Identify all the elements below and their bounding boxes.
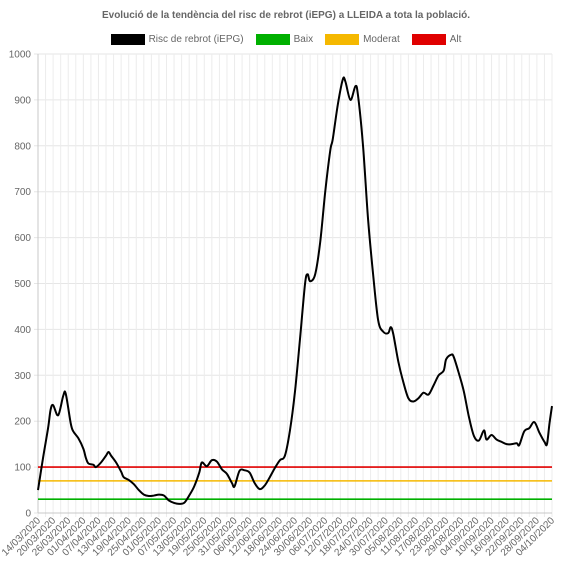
legend-item-moderat[interactable]: Moderat <box>325 34 400 45</box>
y-tick-label: 600 <box>14 233 31 244</box>
legend-item-alt[interactable]: Alt <box>411 34 462 45</box>
legend-label-baix: Baix <box>293 34 314 45</box>
y-tick-label: 400 <box>14 325 31 336</box>
y-tick-label: 800 <box>14 141 31 152</box>
y-tick-label: 200 <box>14 417 31 428</box>
y-tick-label: 900 <box>14 95 31 106</box>
y-tick-label: 100 <box>14 463 31 474</box>
y-tick-label: 1000 <box>9 50 32 61</box>
chart-title: Evolució de la tendència del risc de reb… <box>101 10 471 21</box>
legend-item-baix[interactable]: Baix <box>255 34 314 45</box>
legend: Risc de rebrot (iEPG) Baix Moderat Alt <box>0 34 572 45</box>
legend-label-alt: Alt <box>449 34 462 45</box>
y-tick-label: 500 <box>14 279 31 290</box>
legend-swatch-risc <box>110 34 145 45</box>
legend-swatch-alt <box>411 34 446 45</box>
y-tick-label: 300 <box>14 371 31 382</box>
legend-swatch-moderat <box>325 34 360 45</box>
legend-label-risc: Risc de rebrot (iEPG) <box>148 34 244 45</box>
series-line-iepg <box>37 76 553 505</box>
legend-item-risc[interactable]: Risc de rebrot (iEPG) <box>110 34 244 45</box>
y-tick-label: 700 <box>14 187 31 198</box>
legend-label-moderat: Moderat <box>363 34 400 45</box>
y-tick-label: 0 <box>25 509 31 520</box>
legend-swatch-baix <box>255 34 290 45</box>
